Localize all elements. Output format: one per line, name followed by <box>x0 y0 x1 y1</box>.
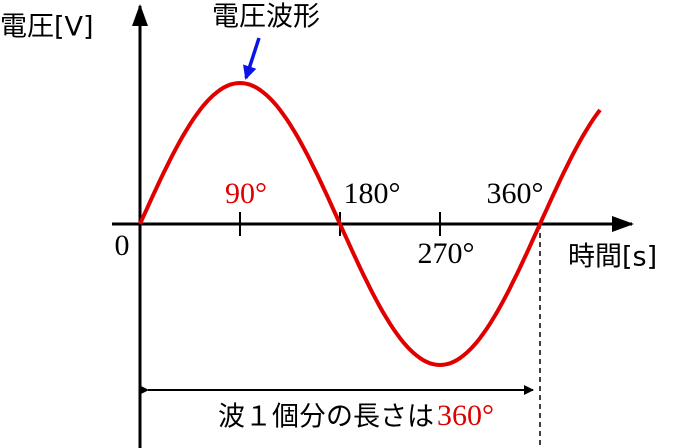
curve-pointer <box>243 37 261 80</box>
angle-label: 180° <box>344 177 401 210</box>
caption-highlight: 360° <box>437 399 494 432</box>
angle-label: 270° <box>418 237 475 270</box>
x-axis-label: 時間[s] <box>568 242 657 273</box>
curve-label: 電圧波形 <box>212 2 320 33</box>
angle-label: 360° <box>487 177 544 210</box>
voltage-wave <box>138 80 602 368</box>
caption: 波１個分の長さは <box>218 402 434 433</box>
origin-label: 0 <box>115 229 130 262</box>
angle-label: 90° <box>225 177 267 210</box>
y-axis-label: 電圧[V] <box>0 12 94 43</box>
